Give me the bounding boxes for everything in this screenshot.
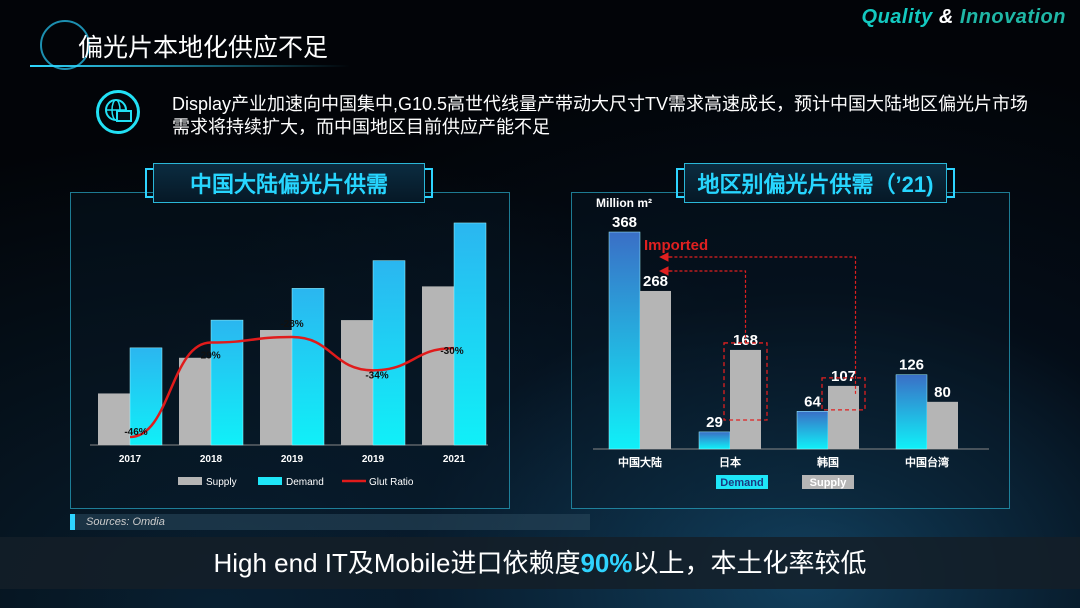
demand-bar [291,288,325,446]
x-tick-label: 2017 [119,454,142,465]
footer-pre: High end IT及Mobile进口依赖度 [213,548,581,578]
right-chart-title-box: 地区别偏光片供需（’21) [676,163,955,203]
x-tick-label: 2018 [200,454,223,465]
x-tick-label: 韩国 [817,455,839,469]
legend-supply-swatch [802,475,854,489]
demand-bar [608,231,641,450]
demand-value-label: 29 [706,414,723,431]
page-title: 偏光片本地化供应不足 [78,34,329,62]
supply-bar [828,385,859,449]
x-tick-label: 2019 [362,454,385,465]
supply-bar [422,286,454,445]
korea-import-arrow-path [661,256,857,394]
glut-ratio-label: -34% [365,370,388,381]
imported-annotation: Imported [644,237,708,254]
legend-supply-swatch [178,477,202,485]
legend-demand-label: Demand [286,477,324,488]
footer-bar: High end IT及Mobile进口依赖度90%以上，本土化率较低 [0,537,1080,589]
supply-bar [179,357,211,445]
legend-supply-label: Supply [810,477,848,489]
brand-logo: Quality & Innovation [862,6,1066,29]
demand-bar [698,431,731,450]
legend-demand-swatch [716,475,768,489]
x-tick-label: 2019 [281,454,304,465]
brand-quality: Quality [861,6,933,28]
supply-bar [341,320,373,445]
right-chart: Million m²368268中国大陆29168日本64107韩国12680中… [593,196,989,489]
demand-bar [796,411,829,450]
demand-value-label: 368 [612,214,637,231]
right-chart-title: 地区别偏光片供需（’21) [697,172,934,197]
title-underline [30,65,350,67]
demand-bar [895,374,928,450]
title-ring-icon [40,20,90,70]
glut-ratio-label: -28% [280,319,303,330]
left-chart: 2017 2018 2019 2019 2021 -46% -29% -28% -34% -30%… [90,222,488,488]
footer-highlight: 90% [580,548,633,578]
x-tick-label: 2021 [443,454,466,465]
x-tick-label: 日本 [719,455,741,469]
glut-ratio-label: -30% [440,346,463,357]
demand-bar [129,347,163,446]
x-tick-label: 中国台湾 [905,455,949,469]
legend-demand-label: Demand [720,477,763,489]
demand-value-label: 126 [899,357,924,374]
demand-bar [372,260,406,446]
glut-ratio-line [129,335,455,439]
footer-text: High end IT及Mobile进口依赖度90%以上，本土化率较低 [0,537,1080,589]
x-tick-label: 中国大陆 [618,455,662,469]
supply-bar [98,393,130,445]
footer-post: 以上，本土化率较低 [632,548,867,578]
supply-bar [730,349,761,449]
unit-label: Million m² [596,196,652,210]
glut-ratio-label: -46% [124,427,147,438]
supply-value-label: 80 [934,384,951,401]
demand-bar [453,222,487,446]
legend-demand-swatch [258,477,282,485]
supply-bar [640,290,671,449]
supply-bar [927,401,958,449]
description-text: Display产业加速向中国集中,G10.5高世代线量产带动大尺寸TV需求高速成… [172,94,1029,137]
supply-value-label: 107 [831,368,856,385]
source-note: Sources: Omdia [70,514,590,530]
demand-value-label: 64 [804,393,821,410]
demand-bar [210,319,244,446]
supply-value-label: 268 [643,273,668,290]
monitor-globe-icon [96,90,140,134]
left-chart-title-box: 中国大陆偏光片供需 [145,163,433,203]
brand-innovation: Innovation [959,6,1066,28]
supply-bar [260,330,292,445]
legend-glut-label: Glut Ratio [369,477,414,488]
japan-import-arrow-path [661,270,747,343]
legend-supply-label: Supply [206,477,237,488]
korea-import-box [821,377,866,411]
brand-amp: & [938,6,954,28]
left-chart-title: 中国大陆偏光片供需 [189,172,388,197]
glut-ratio-label: -29% [197,351,220,362]
